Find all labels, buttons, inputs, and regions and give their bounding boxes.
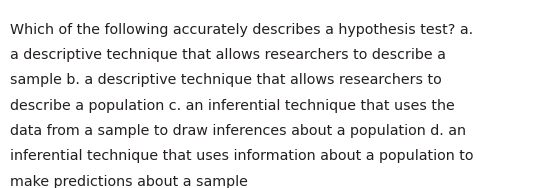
Text: inferential technique that uses information about a population to: inferential technique that uses informat…: [10, 149, 474, 163]
Text: Which of the following accurately describes a hypothesis test? a.: Which of the following accurately descri…: [10, 23, 473, 36]
Text: data from a sample to draw inferences about a population d. an: data from a sample to draw inferences ab…: [10, 124, 466, 138]
Text: sample b. a descriptive technique that allows researchers to: sample b. a descriptive technique that a…: [10, 73, 442, 87]
Text: describe a population c. an inferential technique that uses the: describe a population c. an inferential …: [10, 99, 455, 113]
Text: make predictions about a sample: make predictions about a sample: [10, 175, 248, 188]
Text: a descriptive technique that allows researchers to describe a: a descriptive technique that allows rese…: [10, 48, 446, 62]
